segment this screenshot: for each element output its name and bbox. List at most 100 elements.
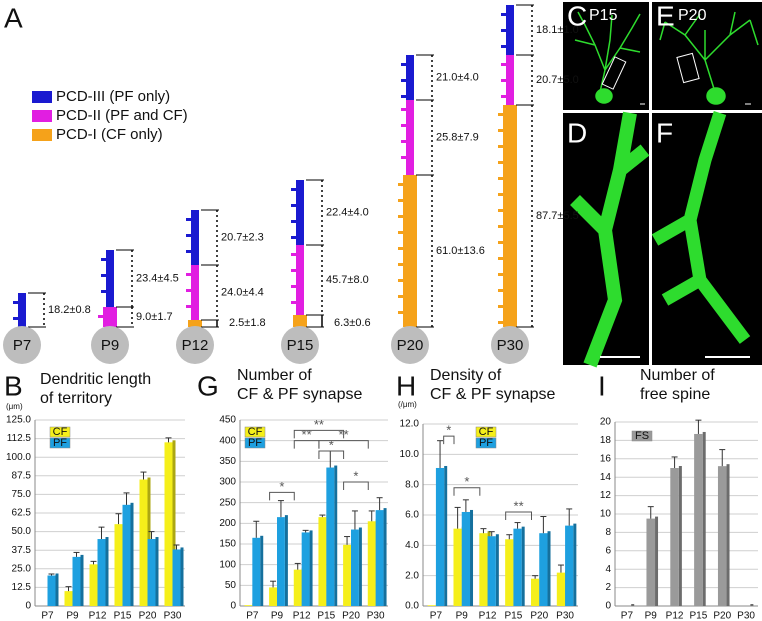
legend-label: CF bbox=[248, 426, 263, 438]
dendrite-segment bbox=[191, 210, 199, 265]
spine bbox=[401, 79, 406, 82]
legend-swatch bbox=[475, 426, 497, 438]
y-tick-label: 450 bbox=[219, 415, 236, 426]
panel-letter: A bbox=[4, 2, 23, 33]
bar-side bbox=[180, 547, 184, 606]
dendrite-segment bbox=[296, 180, 304, 245]
legend-label: FS bbox=[635, 430, 649, 442]
y-tick-label: 37.5 bbox=[12, 545, 32, 556]
significance-label: * bbox=[353, 468, 358, 483]
bar bbox=[427, 605, 436, 606]
bar bbox=[694, 433, 703, 606]
bar bbox=[64, 591, 73, 606]
legend-label: CF bbox=[53, 426, 68, 438]
spine bbox=[101, 274, 106, 277]
bar bbox=[97, 539, 106, 606]
y-tick-label: 12.5 bbox=[12, 582, 32, 593]
bar bbox=[147, 539, 156, 606]
y-tick-label: 100.0 bbox=[6, 452, 31, 463]
significance-label: * bbox=[464, 474, 469, 489]
chart-title: Density of bbox=[430, 367, 502, 384]
y-tick-label: 10.0 bbox=[400, 449, 420, 460]
spine bbox=[501, 29, 506, 32]
bar-side bbox=[130, 502, 134, 606]
y-unit: (/μm) bbox=[398, 400, 417, 409]
x-tick-label: P30 bbox=[367, 611, 385, 621]
spine bbox=[186, 250, 191, 253]
spine bbox=[186, 234, 191, 237]
bar bbox=[530, 578, 540, 606]
bar bbox=[269, 587, 277, 606]
x-tick-label: P7 bbox=[621, 611, 634, 621]
bar-side bbox=[678, 466, 682, 606]
x-tick-label: P12 bbox=[479, 611, 497, 621]
significance-label: * bbox=[279, 479, 284, 494]
age-label: P12 bbox=[182, 337, 209, 354]
spine bbox=[498, 145, 503, 148]
y-tick-label: 0 bbox=[605, 601, 611, 612]
y-tick-label: 87.5 bbox=[12, 470, 32, 481]
spine bbox=[98, 315, 103, 318]
bar-side bbox=[55, 573, 59, 606]
spine bbox=[498, 129, 503, 132]
chart-title: CF & PF synapse bbox=[430, 386, 555, 403]
spine bbox=[401, 124, 406, 127]
panel-letter: B bbox=[4, 370, 23, 401]
chart-title: Number of bbox=[640, 367, 715, 384]
segment-length: 22.4±4.0 bbox=[326, 206, 369, 218]
spine bbox=[401, 140, 406, 143]
bar bbox=[293, 569, 302, 606]
significance-label: ** bbox=[339, 427, 349, 442]
spine bbox=[186, 273, 191, 276]
bar-side bbox=[631, 604, 635, 606]
panel-letter: D bbox=[567, 117, 587, 148]
x-tick-label: P9 bbox=[456, 611, 469, 621]
significance-label: ** bbox=[302, 427, 312, 442]
bar bbox=[277, 517, 285, 606]
spine bbox=[186, 218, 191, 221]
y-tick-label: 200 bbox=[219, 518, 236, 529]
bar-side bbox=[726, 464, 730, 606]
dendrite-e bbox=[659, 11, 759, 105]
segment-length: 20.7±2.3 bbox=[221, 231, 264, 243]
bar bbox=[539, 533, 548, 606]
bar bbox=[326, 467, 335, 606]
legend-swatch bbox=[49, 437, 71, 449]
legend-swatch bbox=[244, 437, 266, 449]
segment-length: 6.3±0.6 bbox=[334, 317, 371, 329]
bar-side bbox=[750, 604, 754, 606]
x-tick-label: P15 bbox=[505, 611, 523, 621]
y-tick-label: 400 bbox=[219, 435, 236, 446]
dendrite-segment bbox=[188, 320, 202, 327]
spine bbox=[498, 321, 503, 324]
y-tick-label: 20 bbox=[600, 417, 612, 428]
y-tick-label: 10 bbox=[600, 509, 612, 520]
spine bbox=[101, 290, 106, 293]
segment-length: 87.7±5.5 bbox=[536, 210, 579, 222]
significance-bracket bbox=[269, 491, 295, 501]
soma bbox=[391, 326, 429, 364]
significance-label: ** bbox=[514, 498, 524, 513]
spine bbox=[398, 231, 403, 234]
x-tick-label: P20 bbox=[342, 611, 360, 621]
micrographs bbox=[563, 2, 762, 368]
bar-side bbox=[358, 527, 362, 606]
legend-swatch bbox=[32, 91, 52, 103]
y-tick-label: 50 bbox=[225, 580, 237, 591]
bar-side bbox=[383, 508, 387, 606]
spine bbox=[501, 63, 506, 66]
x-tick-label: P20 bbox=[530, 611, 548, 621]
spine bbox=[186, 305, 191, 308]
bar bbox=[646, 518, 656, 606]
spine bbox=[291, 236, 296, 239]
bar bbox=[565, 525, 574, 606]
dendrite-segment bbox=[103, 307, 117, 327]
x-tick-label: P9 bbox=[271, 611, 284, 621]
roi-box bbox=[676, 52, 700, 84]
legend-label: PCD-II (PF and CF) bbox=[56, 107, 188, 124]
x-tick-label: P7 bbox=[246, 611, 259, 621]
spine bbox=[398, 295, 403, 298]
bar-side bbox=[470, 509, 474, 606]
x-tick-label: P30 bbox=[556, 611, 574, 621]
y-tick-label: 50.0 bbox=[12, 526, 32, 537]
